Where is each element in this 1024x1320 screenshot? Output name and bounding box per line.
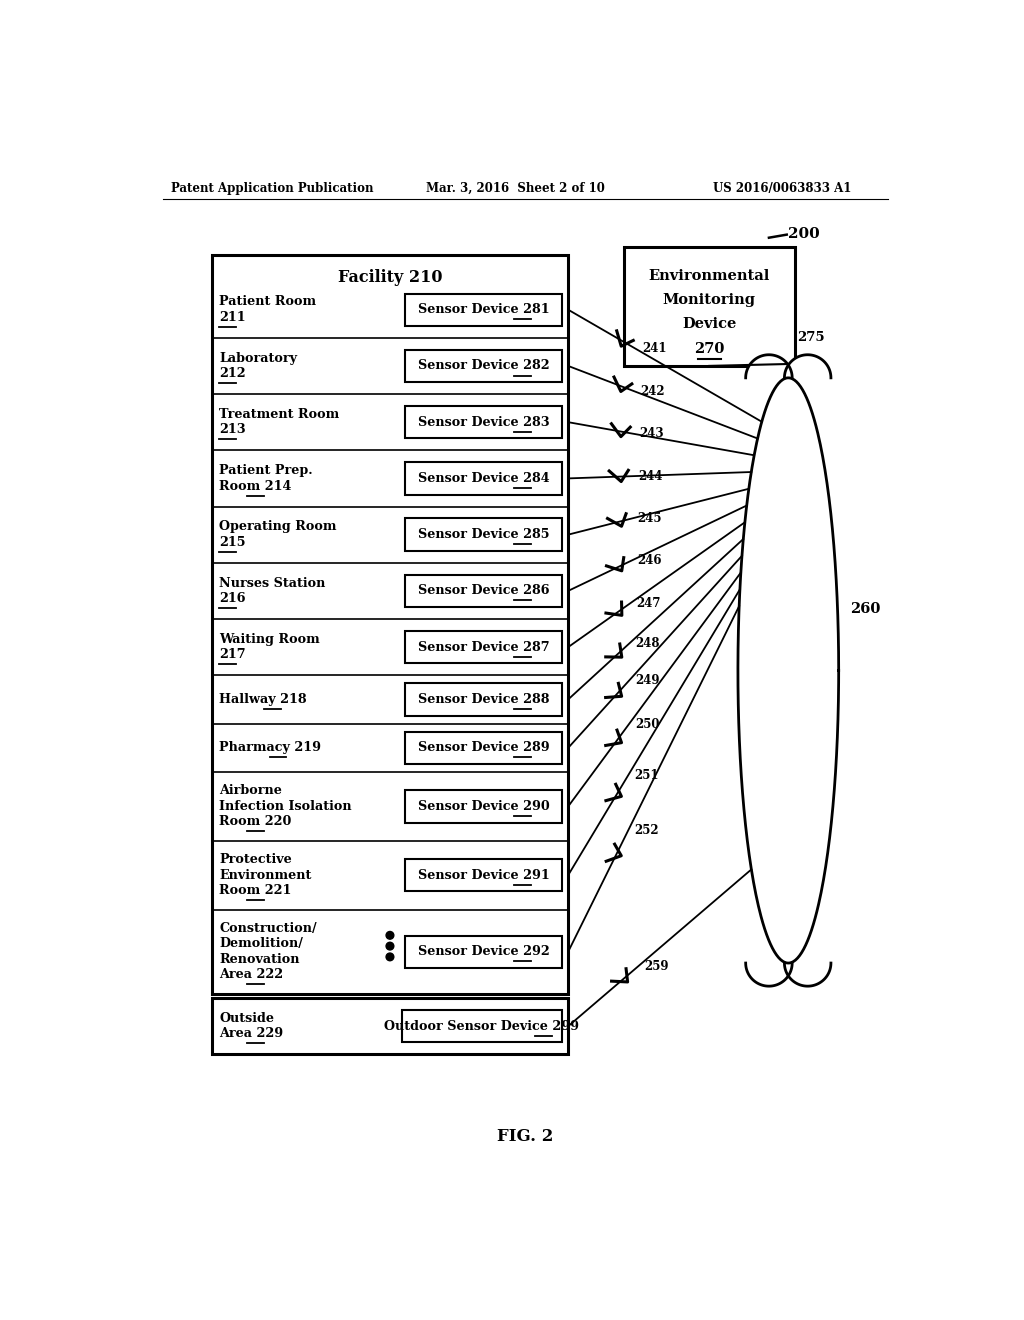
Bar	[624, 247, 795, 366]
Text: Patent Application Publication: Patent Application Publication	[171, 182, 373, 194]
Text: 250: 250	[635, 718, 659, 731]
Text: 241: 241	[642, 342, 667, 355]
Text: Hallway 218: Hallway 218	[219, 693, 307, 706]
Text: Sensor Device 286: Sensor Device 286	[418, 585, 549, 598]
Text: Nurses Station
216: Nurses Station 216	[219, 577, 326, 605]
Polygon shape	[784, 964, 830, 986]
Bar	[406, 731, 562, 764]
Text: Outside
Area 229: Outside Area 229	[219, 1012, 284, 1040]
Bar	[406, 350, 562, 381]
Text: 247: 247	[636, 597, 660, 610]
Text: Sensor Device 289: Sensor Device 289	[418, 742, 549, 754]
Text: Sensor Device 285: Sensor Device 285	[418, 528, 549, 541]
Bar	[406, 519, 562, 550]
Text: Pharmacy 219: Pharmacy 219	[219, 742, 322, 754]
Text: Protective
Environment
Room 221: Protective Environment Room 221	[219, 853, 312, 898]
Text: FIG. 2: FIG. 2	[497, 1127, 553, 1144]
Text: Operating Room
215: Operating Room 215	[219, 520, 337, 549]
Text: Patient Room
211: Patient Room 211	[219, 296, 316, 323]
Text: Sensor Device 292: Sensor Device 292	[418, 945, 550, 958]
Text: Airborne
Infection Isolation
Room 220: Airborne Infection Isolation Room 220	[219, 784, 352, 829]
Bar	[406, 936, 562, 968]
Polygon shape	[784, 355, 830, 378]
Bar	[406, 407, 562, 438]
Text: Sensor Device 283: Sensor Device 283	[418, 416, 549, 429]
Bar	[406, 859, 562, 891]
Text: Sensor Device 281: Sensor Device 281	[418, 304, 549, 317]
Text: Sensor Device 288: Sensor Device 288	[418, 693, 549, 706]
Text: 244: 244	[639, 470, 663, 483]
Bar	[212, 255, 568, 994]
Text: US 2016/0063833 A1: US 2016/0063833 A1	[713, 182, 852, 194]
Text: 259: 259	[644, 960, 669, 973]
Text: Construction/
Demolition/
Renovation
Area 222: Construction/ Demolition/ Renovation Are…	[219, 921, 317, 982]
Polygon shape	[745, 355, 793, 378]
Text: Treatment Room
213: Treatment Room 213	[219, 408, 340, 437]
Text: Environmental: Environmental	[648, 269, 770, 284]
Circle shape	[386, 942, 394, 950]
Text: Patient Prep.
Room 214: Patient Prep. Room 214	[219, 465, 313, 492]
Bar	[406, 631, 562, 663]
Circle shape	[386, 932, 394, 940]
Text: Mar. 3, 2016  Sheet 2 of 10: Mar. 3, 2016 Sheet 2 of 10	[426, 182, 605, 194]
Bar	[212, 998, 568, 1053]
Text: 249: 249	[635, 675, 659, 688]
Text: 275: 275	[798, 330, 825, 343]
Polygon shape	[745, 964, 793, 986]
Bar	[406, 684, 562, 715]
Text: Device: Device	[682, 317, 736, 331]
Text: 245: 245	[638, 512, 663, 525]
Text: Monitoring: Monitoring	[663, 293, 756, 308]
Text: 260: 260	[850, 602, 881, 616]
Polygon shape	[738, 378, 839, 964]
Text: Sensor Device 287: Sensor Device 287	[418, 640, 549, 653]
Bar	[406, 293, 562, 326]
Text: Laboratory
212: Laboratory 212	[219, 351, 297, 380]
Bar	[406, 462, 562, 495]
Text: Waiting Room
217: Waiting Room 217	[219, 632, 321, 661]
Bar	[406, 791, 562, 822]
Text: 243: 243	[640, 428, 665, 441]
Text: 246: 246	[637, 554, 662, 568]
Text: 251: 251	[635, 768, 659, 781]
Text: 200: 200	[788, 227, 820, 240]
Text: 252: 252	[634, 824, 658, 837]
Text: Sensor Device 290: Sensor Device 290	[418, 800, 550, 813]
Text: 248: 248	[636, 636, 660, 649]
Text: 242: 242	[641, 385, 666, 397]
Bar	[402, 1010, 562, 1043]
Bar	[406, 574, 562, 607]
Text: Sensor Device 282: Sensor Device 282	[418, 359, 549, 372]
Text: Sensor Device 291: Sensor Device 291	[418, 869, 550, 882]
Text: Outdoor Sensor Device 299: Outdoor Sensor Device 299	[384, 1019, 580, 1032]
Text: Facility 210: Facility 210	[338, 268, 442, 285]
Text: 270: 270	[694, 342, 724, 356]
Text: Sensor Device 284: Sensor Device 284	[418, 473, 549, 484]
Circle shape	[386, 953, 394, 961]
